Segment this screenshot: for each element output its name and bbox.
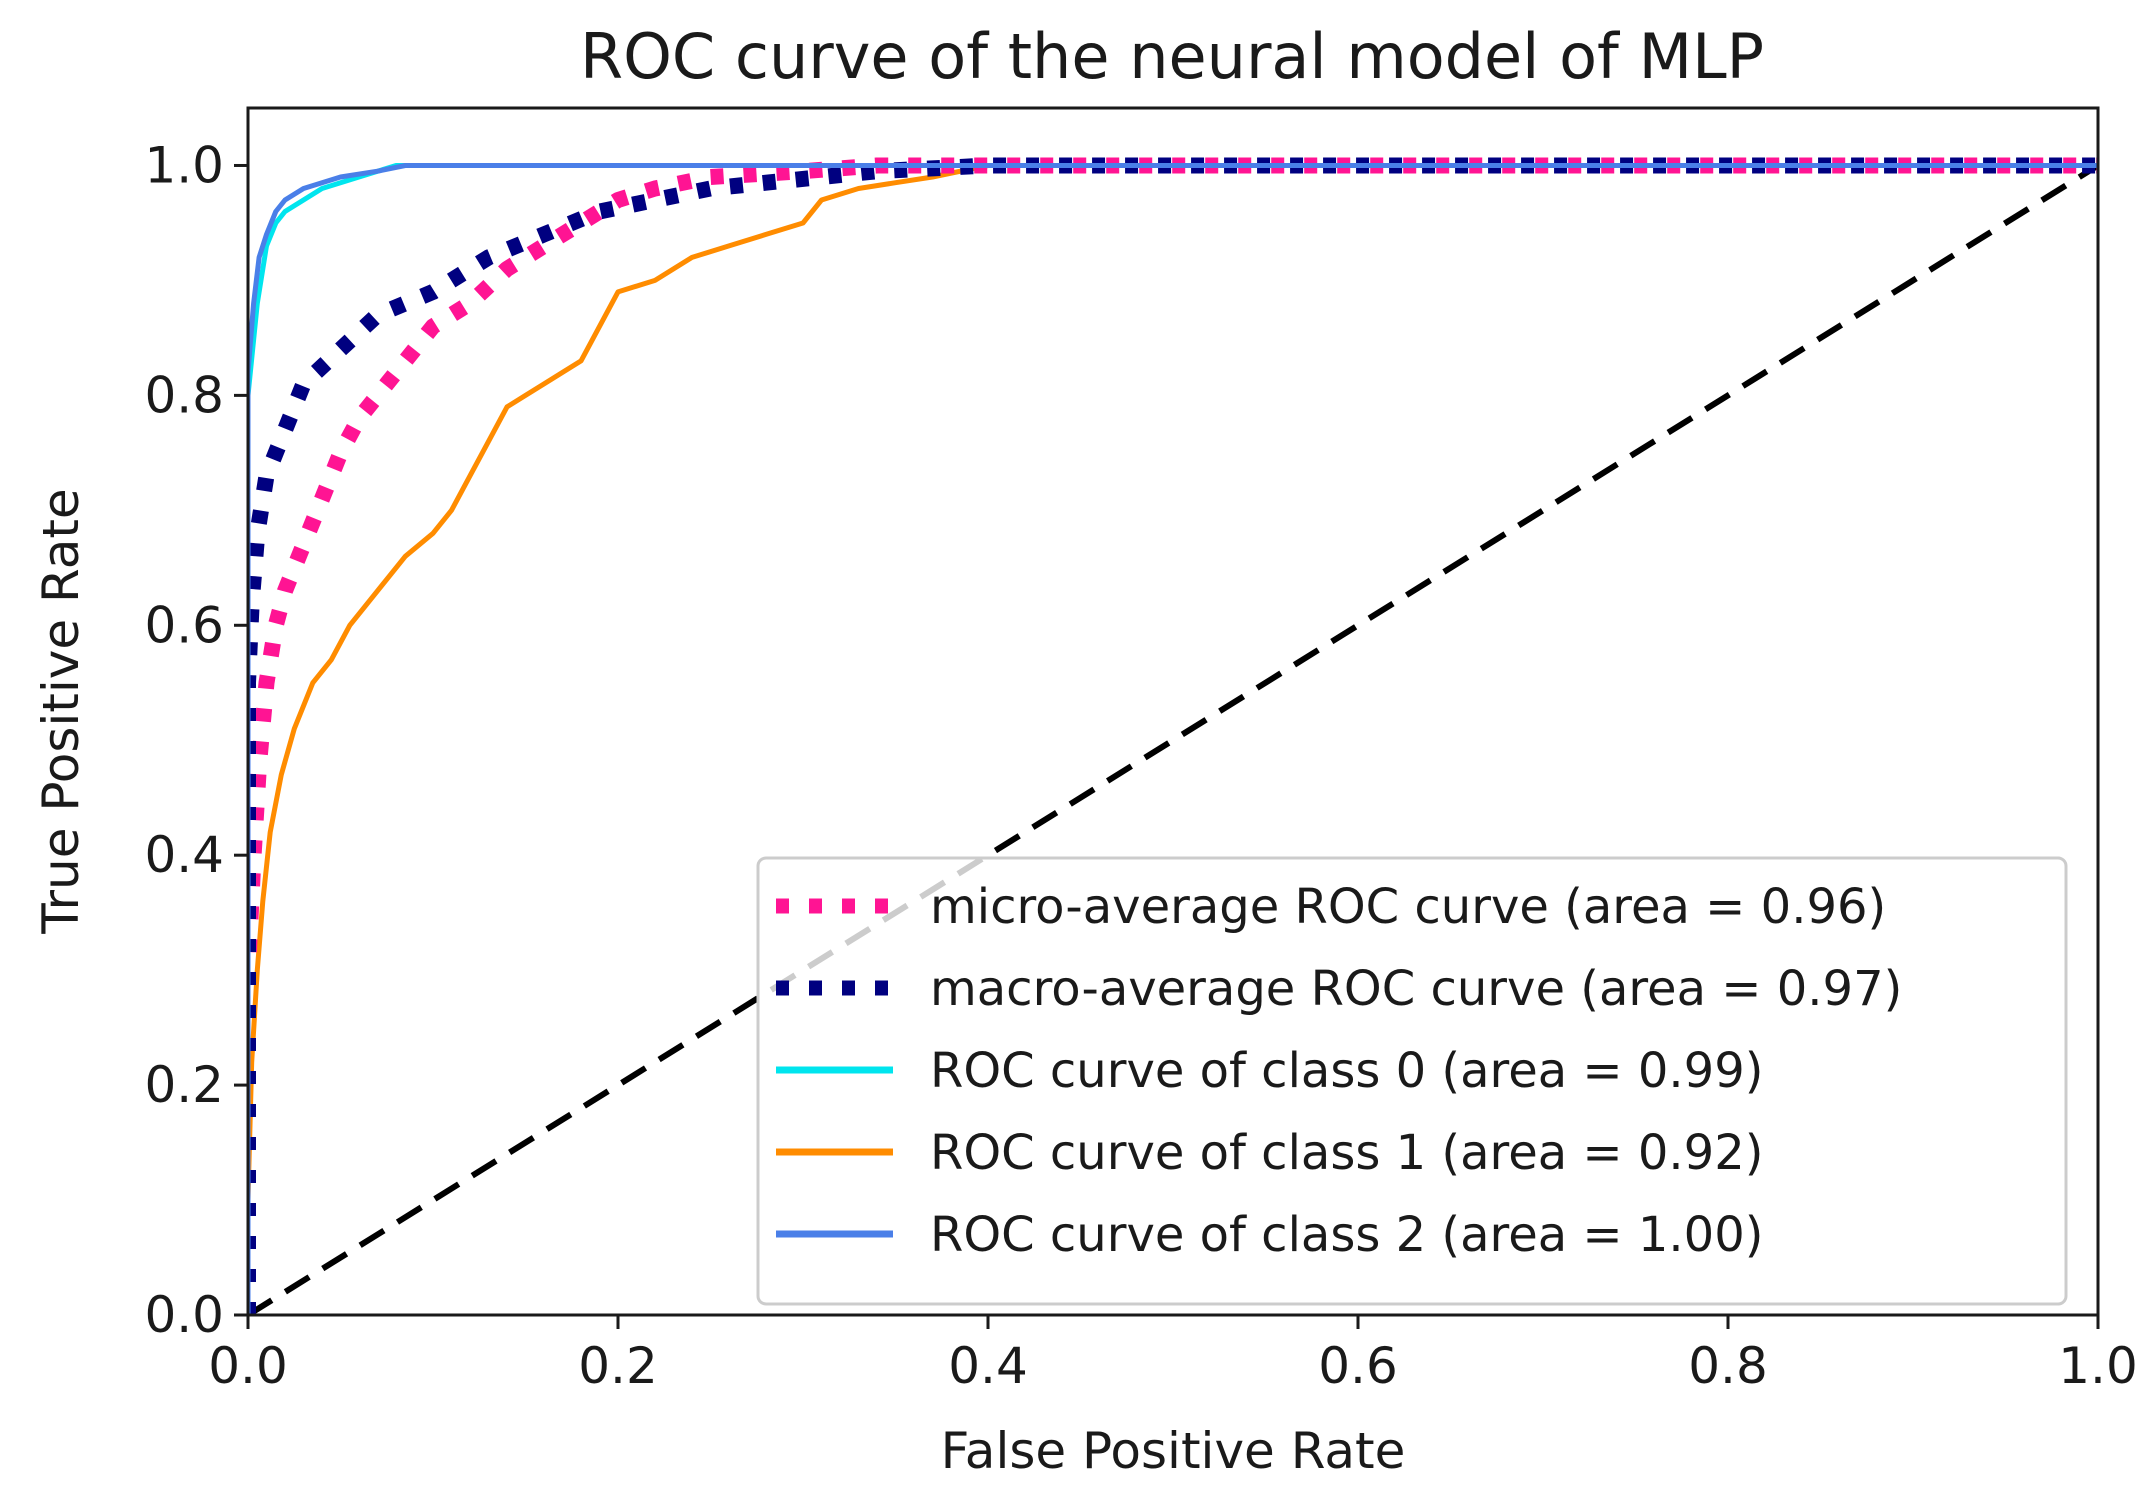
x-tick-label: 1.0 xyxy=(2058,1337,2138,1395)
x-tick-label: 0.4 xyxy=(948,1337,1028,1395)
legend-box xyxy=(756,856,2068,1306)
legend-label-roc-curve-of-class-0-area-0-99: ROC curve of class 0 (area = 0.99) xyxy=(930,1043,1763,1099)
x-tick-label: 0.0 xyxy=(208,1337,288,1395)
plot-area xyxy=(248,157,2098,1315)
x-tick-label: 0.6 xyxy=(1318,1337,1398,1395)
plot-frame xyxy=(246,106,2100,1317)
y-tick-label: 0.4 xyxy=(144,826,224,884)
chart-title: ROC curve of the neural model of MLP xyxy=(580,20,1764,93)
y-tick-label: 0.6 xyxy=(144,596,224,654)
y-tick-label: 0.2 xyxy=(144,1056,224,1114)
y-axis-label: True Positive Rate xyxy=(32,488,90,934)
y-tick-label: 0.8 xyxy=(144,366,224,424)
legend-label-macro-average-roc-curve-area-0-97: macro-average ROC curve (area = 0.97) xyxy=(930,961,1902,1017)
x-tick-label: 0.8 xyxy=(1688,1337,1768,1395)
legend-label-micro-average-roc-curve-area-0-96: micro-average ROC curve (area = 0.96) xyxy=(930,879,1886,935)
chance-diagonal-line xyxy=(248,162,2098,1315)
y-tick-label: 0.0 xyxy=(144,1286,224,1344)
y-axis-ticks: 0.0 0.2 0.4 0.6 0.8 1.0 xyxy=(144,136,248,1344)
legend-label-roc-curve-of-class-2-area-1-00: ROC curve of class 2 (area = 1.00) xyxy=(930,1207,1763,1263)
y-tick-label: 1.0 xyxy=(144,136,224,194)
series-layer xyxy=(248,157,2098,1315)
chance-line-layer xyxy=(248,162,2098,1315)
series-line-roc-curve-of-class-2-area-1-00 xyxy=(248,163,2098,1315)
legend: micro-average ROC curve (area = 0.96) mac… xyxy=(756,856,2068,1306)
x-axis-label: False Positive Rate xyxy=(941,1422,1406,1480)
x-axis-ticks: 0.0 0.2 0.4 0.6 0.8 1.0 xyxy=(208,1315,2138,1395)
series-line-roc-curve-of-class-1-area-0-92 xyxy=(248,163,2098,1315)
x-tick-label: 0.2 xyxy=(578,1337,658,1395)
legend-label-roc-curve-of-class-1-area-0-92: ROC curve of class 1 (area = 0.92) xyxy=(930,1125,1763,1181)
